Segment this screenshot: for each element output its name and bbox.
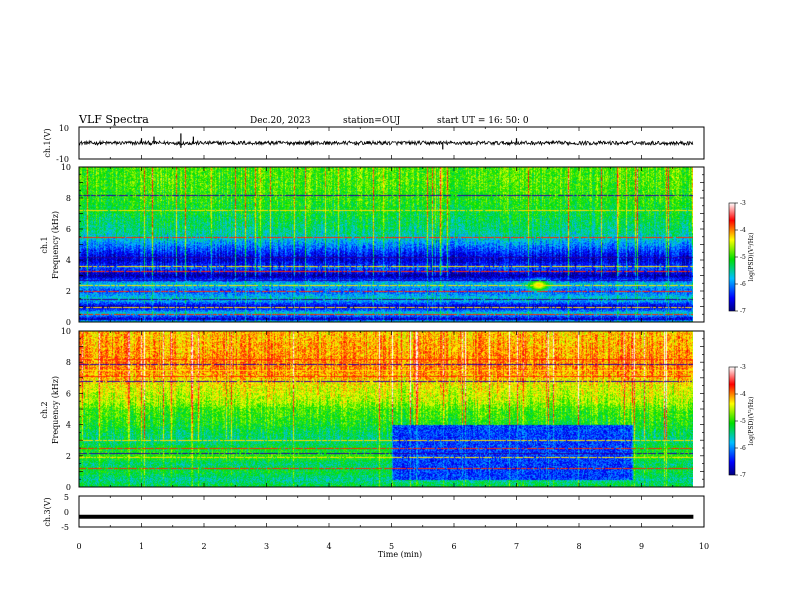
colorbar-tick-label: -6 [740,281,746,288]
ch3-ytick-mid: 0 [64,508,69,517]
y-tick-label: 10 [61,327,71,336]
y-tick-label: 0 [66,483,71,492]
colorbar-tick-label: -3 [740,364,746,371]
colorbar-tick-label: -6 [740,445,746,452]
x-tick-label: 9 [639,542,644,551]
time-axis-tick-labels: 0 1 2 3 4 5 6 7 8 9 10 [76,542,709,551]
colorbar-tick-label: -3 [740,200,746,207]
ch1-spectrogram-ylabel-freq: Frequency (kHz) [51,211,60,279]
ch1-spectrogram-image-holder [79,167,693,322]
ch2-spectrogram-ylabel-channel: ch.2 [40,401,49,418]
date-label: Dec.20, 2023 [250,116,311,126]
ch2-colorbar [728,366,736,476]
x-tick-label: 3 [264,542,269,551]
figure-title: VLF Spectra [78,113,149,126]
x-tick-label: 8 [576,542,581,551]
y-tick-label: 6 [66,389,71,398]
colorbar-tick-label: -5 [740,254,746,261]
ch2-spectrogram-heatmap [79,331,693,487]
ch1-waveform-trace [78,139,694,147]
ch3-ytick-top: 5 [64,493,69,502]
y-tick-label: 6 [66,225,71,234]
ch1-waveform-panel: ch.1(V) 10 -10 [43,124,705,164]
ch2-spectrogram-yticks: 0 2 4 6 8 10 [61,327,704,492]
colorbar-tick-label: -4 [740,391,746,398]
ch1-ytick-top: 10 [59,124,69,133]
colorbar-tick-label: -7 [740,308,746,315]
ch1-spectrogram-ylabel-channel: ch.1 [40,236,49,253]
y-tick-label: 4 [66,256,71,265]
start-time-label: start UT = 16: 50: 0 [437,116,529,126]
ch1-spectrogram-heatmap [79,167,693,322]
x-tick-label: 5 [389,542,394,551]
ch2-spectrogram-ylabel-freq: Frequency (kHz) [51,376,60,444]
ch1-ytick-bottom: -10 [56,155,69,164]
colorbar-tick-label: -7 [740,472,746,479]
y-tick-label: 2 [66,452,71,461]
ch1-colorbar-ticks: -3 -4 -5 -6 -7 [735,200,746,315]
x-tick-label: 1 [139,542,144,551]
time-axis-ticks [78,127,705,527]
y-tick-label: 10 [61,163,71,172]
x-tick-label: 0 [76,542,81,551]
ch2-spectrogram-image-holder [79,331,693,487]
y-tick-label: 8 [66,194,71,203]
ch1-spikes [140,133,518,150]
x-tick-label: 7 [514,542,519,551]
x-tick-label: 6 [451,542,456,551]
ch2-colorbar-ticks: -3 -4 -5 -6 -7 [735,364,746,479]
ch1-waveform-ylabel: ch.1(V) [43,128,52,157]
ch3-waveform-panel: ch.3(V) 5 0 -5 [43,493,705,532]
y-tick-label: 2 [66,287,71,296]
y-tick-label: 4 [66,421,71,430]
ch2-colorbar-label: log(PSD)(V²/Hz) [748,397,755,446]
ch3-waveform-frame [78,495,705,528]
station-label: station=OUJ [343,116,401,126]
ch1-spectrogram-yticks: 0 2 4 6 8 10 [61,163,704,327]
x-tick-label: 2 [201,542,206,551]
colorbar-tick-label: -4 [740,227,746,234]
ch3-waveform-ylabel: ch.3(V) [43,497,52,526]
time-axis-label: Time (min) [378,550,422,559]
colorbar-tick-label: -5 [740,418,746,425]
ch1-colorbar-label: log(PSD)(V²/Hz) [748,233,755,282]
x-tick-label: 4 [326,542,331,551]
y-tick-label: 0 [66,318,71,327]
ch3-ytick-bottom: -5 [61,523,69,532]
x-tick-label: 10 [699,542,709,551]
ch1-colorbar [728,202,736,312]
y-tick-label: 8 [66,358,71,367]
